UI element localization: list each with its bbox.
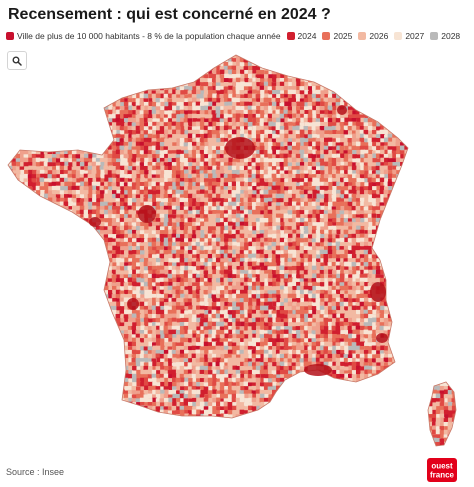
page-title: Recensement : qui est concerné en 2024 ? (8, 6, 331, 23)
logo-text-top: ouest (431, 462, 453, 471)
legend-swatch (322, 32, 331, 40)
legend-label: 2024 (297, 31, 317, 41)
source-note: Source : Insee (6, 467, 65, 477)
legend-label: 2028 (441, 31, 461, 41)
ouest-france-logo[interactable]: ouest france (427, 458, 457, 482)
legend-swatch (394, 32, 403, 40)
legend-swatch (358, 32, 367, 40)
search-icon (12, 56, 22, 66)
legend-item-large-city[interactable]: Ville de plus de 10 000 habitants - 8 % … (6, 31, 281, 41)
legend: Ville de plus de 10 000 habitants - 8 % … (6, 31, 466, 41)
legend-item-2027[interactable]: 2027 (394, 31, 424, 41)
legend-label: 2026 (369, 31, 389, 41)
legend-item-2024[interactable]: 2024 (286, 31, 317, 41)
legend-item-2025[interactable]: 2025 (322, 31, 352, 41)
legend-label: Ville de plus de 10 000 habitants - 8 % … (17, 31, 281, 41)
legend-label: 2025 (333, 31, 353, 41)
logo-text-bottom: france (430, 471, 455, 480)
legend-swatch (6, 32, 14, 40)
commune-mosaic (8, 55, 456, 446)
legend-swatch (430, 32, 439, 40)
search-button[interactable] (7, 51, 27, 70)
legend-swatch (286, 32, 295, 40)
legend-item-2028[interactable]: 2028 (430, 31, 460, 41)
france-outline (7, 54, 457, 447)
legend-item-2026[interactable]: 2026 (358, 31, 388, 41)
large-city-clusters (89, 105, 388, 376)
legend-label: 2027 (405, 31, 425, 41)
